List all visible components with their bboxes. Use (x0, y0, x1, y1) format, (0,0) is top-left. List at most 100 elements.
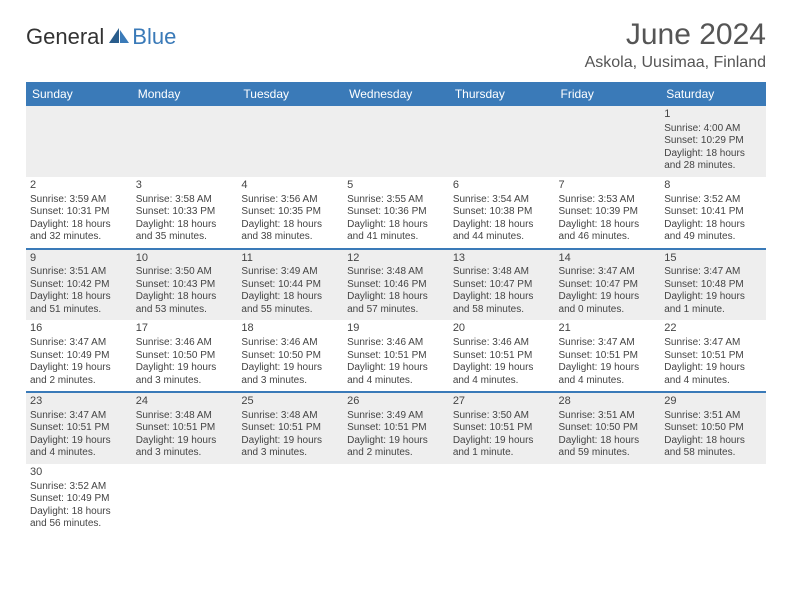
daylight-text: Daylight: 19 hours and 1 minute. (664, 291, 762, 316)
sunset-text: Sunset: 10:50 PM (664, 422, 762, 435)
calendar-day-cell: 9Sunrise: 3:51 AMSunset: 10:42 PMDayligh… (26, 249, 132, 321)
calendar-day-cell: 27Sunrise: 3:50 AMSunset: 10:51 PMDaylig… (449, 392, 555, 464)
daylight-text: Daylight: 19 hours and 3 minutes. (241, 362, 339, 387)
day-number: 20 (453, 322, 551, 337)
sunrise-text: Sunrise: 3:46 AM (347, 337, 445, 350)
sunset-text: Sunset: 10:38 PM (453, 206, 551, 219)
calendar-day-cell: 15Sunrise: 3:47 AMSunset: 10:48 PMDaylig… (660, 249, 766, 321)
weekday-header-row: Sunday Monday Tuesday Wednesday Thursday… (26, 82, 766, 106)
calendar-day-cell (237, 106, 343, 177)
sunset-text: Sunset: 10:46 PM (347, 279, 445, 292)
sunset-text: Sunset: 10:51 PM (30, 422, 128, 435)
calendar-day-cell: 22Sunrise: 3:47 AMSunset: 10:51 PMDaylig… (660, 320, 766, 392)
daylight-text: Daylight: 18 hours and 32 minutes. (30, 219, 128, 244)
calendar-day-cell (26, 106, 132, 177)
day-number: 8 (664, 179, 762, 194)
sunrise-text: Sunrise: 3:47 AM (664, 266, 762, 279)
calendar-day-cell (555, 464, 661, 535)
sunrise-text: Sunrise: 3:46 AM (453, 337, 551, 350)
sunrise-text: Sunrise: 3:56 AM (241, 194, 339, 207)
daylight-text: Daylight: 18 hours and 49 minutes. (664, 219, 762, 244)
day-number: 2 (30, 179, 128, 194)
day-number: 18 (241, 322, 339, 337)
sunrise-text: Sunrise: 3:47 AM (559, 266, 657, 279)
weekday-header: Sunday (26, 82, 132, 106)
daylight-text: Daylight: 19 hours and 2 minutes. (30, 362, 128, 387)
calendar-day-cell: 5Sunrise: 3:55 AMSunset: 10:36 PMDayligh… (343, 177, 449, 249)
sunset-text: Sunset: 10:49 PM (30, 493, 128, 506)
daylight-text: Daylight: 18 hours and 51 minutes. (30, 291, 128, 316)
sunset-text: Sunset: 10:51 PM (453, 422, 551, 435)
day-number: 7 (559, 179, 657, 194)
sunset-text: Sunset: 10:51 PM (347, 422, 445, 435)
daylight-text: Daylight: 18 hours and 58 minutes. (453, 291, 551, 316)
calendar-week-row: 9Sunrise: 3:51 AMSunset: 10:42 PMDayligh… (26, 249, 766, 321)
sunset-text: Sunset: 10:50 PM (136, 350, 234, 363)
calendar-day-cell: 11Sunrise: 3:49 AMSunset: 10:44 PMDaylig… (237, 249, 343, 321)
sunrise-text: Sunrise: 3:48 AM (136, 410, 234, 423)
daylight-text: Daylight: 19 hours and 3 minutes. (136, 435, 234, 460)
sunset-text: Sunset: 10:51 PM (559, 350, 657, 363)
calendar-day-cell: 7Sunrise: 3:53 AMSunset: 10:39 PMDayligh… (555, 177, 661, 249)
sunset-text: Sunset: 10:49 PM (30, 350, 128, 363)
calendar-day-cell (343, 464, 449, 535)
day-number: 22 (664, 322, 762, 337)
calendar-day-cell: 8Sunrise: 3:52 AMSunset: 10:41 PMDayligh… (660, 177, 766, 249)
calendar-day-cell: 16Sunrise: 3:47 AMSunset: 10:49 PMDaylig… (26, 320, 132, 392)
daylight-text: Daylight: 18 hours and 35 minutes. (136, 219, 234, 244)
calendar-week-row: 30Sunrise: 3:52 AMSunset: 10:49 PMDaylig… (26, 464, 766, 535)
sunrise-text: Sunrise: 3:54 AM (453, 194, 551, 207)
daylight-text: Daylight: 19 hours and 3 minutes. (241, 435, 339, 460)
day-number: 10 (136, 252, 234, 267)
calendar-day-cell: 28Sunrise: 3:51 AMSunset: 10:50 PMDaylig… (555, 392, 661, 464)
sunset-text: Sunset: 10:29 PM (664, 135, 762, 148)
calendar-day-cell (449, 464, 555, 535)
sunrise-text: Sunrise: 3:47 AM (559, 337, 657, 350)
logo: General Blue (26, 24, 176, 50)
sunset-text: Sunset: 10:50 PM (241, 350, 339, 363)
calendar-day-cell: 18Sunrise: 3:46 AMSunset: 10:50 PMDaylig… (237, 320, 343, 392)
day-number: 23 (30, 395, 128, 410)
daylight-text: Daylight: 18 hours and 38 minutes. (241, 219, 339, 244)
day-number: 15 (664, 252, 762, 267)
calendar-day-cell: 6Sunrise: 3:54 AMSunset: 10:38 PMDayligh… (449, 177, 555, 249)
sunset-text: Sunset: 10:48 PM (664, 279, 762, 292)
daylight-text: Daylight: 19 hours and 4 minutes. (559, 362, 657, 387)
daylight-text: Daylight: 19 hours and 3 minutes. (136, 362, 234, 387)
sunset-text: Sunset: 10:51 PM (664, 350, 762, 363)
calendar-table: Sunday Monday Tuesday Wednesday Thursday… (26, 82, 766, 535)
calendar-day-cell (237, 464, 343, 535)
daylight-text: Daylight: 19 hours and 1 minute. (453, 435, 551, 460)
sunrise-text: Sunrise: 3:47 AM (664, 337, 762, 350)
sunset-text: Sunset: 10:31 PM (30, 206, 128, 219)
calendar-day-cell: 3Sunrise: 3:58 AMSunset: 10:33 PMDayligh… (132, 177, 238, 249)
sunrise-text: Sunrise: 4:00 AM (664, 123, 762, 136)
sunrise-text: Sunrise: 3:49 AM (347, 410, 445, 423)
sail-icon (108, 27, 130, 45)
day-number: 21 (559, 322, 657, 337)
sunrise-text: Sunrise: 3:47 AM (30, 337, 128, 350)
sunset-text: Sunset: 10:47 PM (559, 279, 657, 292)
sunrise-text: Sunrise: 3:50 AM (453, 410, 551, 423)
day-number: 4 (241, 179, 339, 194)
sunset-text: Sunset: 10:50 PM (559, 422, 657, 435)
day-number: 5 (347, 179, 445, 194)
title-block: June 2024 Askola, Uusimaa, Finland (585, 18, 766, 72)
calendar-day-cell: 12Sunrise: 3:48 AMSunset: 10:46 PMDaylig… (343, 249, 449, 321)
daylight-text: Daylight: 19 hours and 4 minutes. (30, 435, 128, 460)
sunrise-text: Sunrise: 3:48 AM (241, 410, 339, 423)
sunset-text: Sunset: 10:42 PM (30, 279, 128, 292)
day-number: 6 (453, 179, 551, 194)
calendar-day-cell: 2Sunrise: 3:59 AMSunset: 10:31 PMDayligh… (26, 177, 132, 249)
sunrise-text: Sunrise: 3:48 AM (347, 266, 445, 279)
calendar-day-cell (132, 464, 238, 535)
calendar-day-cell: 26Sunrise: 3:49 AMSunset: 10:51 PMDaylig… (343, 392, 449, 464)
sunset-text: Sunset: 10:51 PM (136, 422, 234, 435)
calendar-day-cell: 4Sunrise: 3:56 AMSunset: 10:35 PMDayligh… (237, 177, 343, 249)
sunrise-text: Sunrise: 3:49 AM (241, 266, 339, 279)
daylight-text: Daylight: 18 hours and 28 minutes. (664, 148, 762, 173)
daylight-text: Daylight: 18 hours and 44 minutes. (453, 219, 551, 244)
daylight-text: Daylight: 18 hours and 53 minutes. (136, 291, 234, 316)
location: Askola, Uusimaa, Finland (585, 54, 766, 72)
calendar-day-cell: 24Sunrise: 3:48 AMSunset: 10:51 PMDaylig… (132, 392, 238, 464)
